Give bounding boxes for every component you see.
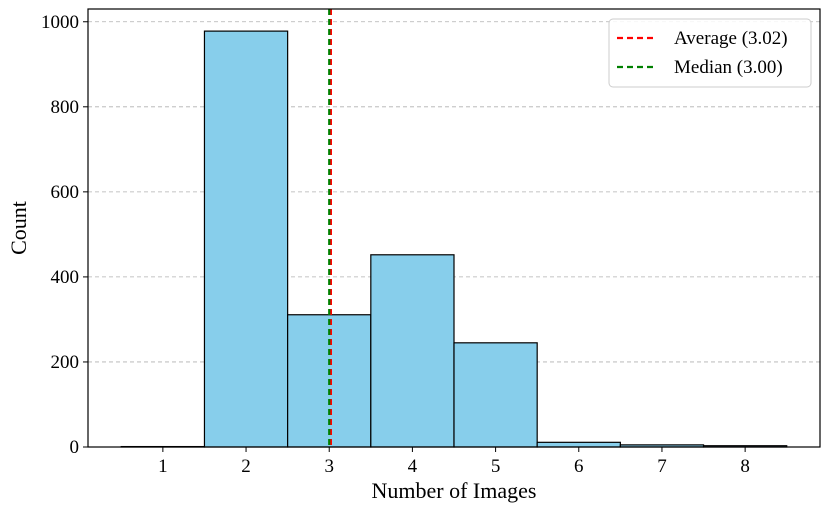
plot-frame — [87, 8, 821, 448]
y-tick-label: 800 — [51, 97, 80, 118]
x-tick-label: 2 — [241, 456, 251, 477]
y-axis-label: Count — [6, 201, 31, 255]
x-tick-label: 8 — [740, 456, 750, 477]
bar-5 — [453, 342, 538, 448]
legend-box — [608, 18, 812, 88]
x-tick-label: 4 — [408, 456, 418, 477]
x-tick-label: 3 — [324, 456, 334, 477]
bars — [120, 30, 788, 448]
reference-lines — [328, 9, 332, 447]
x-tick-label: 5 — [491, 456, 501, 477]
x-axis-ticks: 1 2 3 4 5 6 7 8 — [158, 447, 750, 477]
legend: Average (3.02) Median (3.00) — [608, 18, 812, 88]
legend-label-average: Average (3.02) — [674, 28, 788, 49]
x-tick-label: 1 — [158, 456, 168, 477]
x-tick-label: 7 — [657, 456, 667, 477]
y-tick-label: 600 — [51, 182, 80, 203]
y-tick-label: 400 — [51, 267, 80, 288]
bar-6 — [536, 441, 621, 448]
y-tick-label: 1000 — [41, 12, 79, 33]
y-axis-ticks: 0 200 400 600 800 1000 — [41, 12, 88, 458]
bar-4 — [370, 254, 455, 448]
x-tick-label: 6 — [574, 456, 584, 477]
legend-label-median: Median (3.00) — [674, 57, 783, 78]
y-tick-label: 200 — [51, 352, 80, 373]
bar-2 — [203, 30, 289, 448]
y-tick-label: 0 — [70, 437, 80, 458]
x-axis-label: Number of Images — [372, 478, 537, 503]
